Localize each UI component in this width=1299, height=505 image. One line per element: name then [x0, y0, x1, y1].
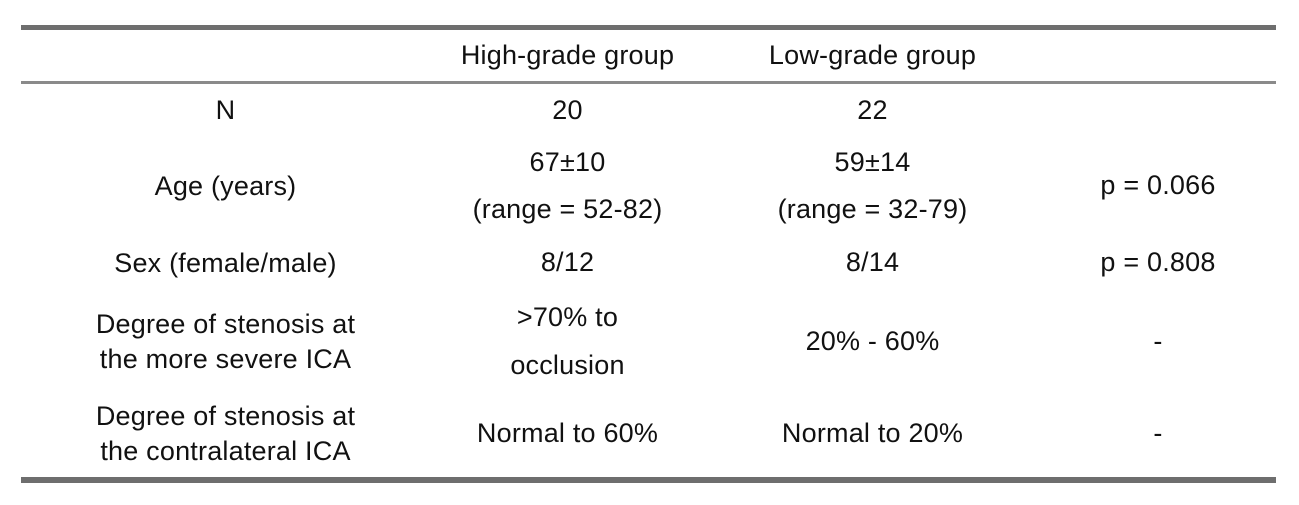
table-row-stenosis-contralateral: Degree of stenosis at the contralateral …: [21, 392, 1276, 480]
table-row-stenosis-severe: Degree of stenosis at the more severe IC…: [21, 292, 1276, 392]
table-row-sex: Sex (female/male) 8/12 8/14 p = 0.808: [21, 235, 1276, 292]
table-container: High-grade group Low-grade group N 20 22…: [21, 25, 1276, 483]
row-label: N: [215, 95, 236, 126]
cell-high-value: 20: [552, 95, 583, 126]
header-low-grade-group: Low-grade group: [768, 40, 977, 70]
header-row: High-grade group Low-grade group: [21, 28, 1276, 83]
cell-p-value: -: [1153, 418, 1163, 449]
cell-low-value: 59±14 (range = 32-79): [777, 146, 968, 224]
cell-p-value: p = 0.066: [1100, 170, 1216, 201]
cell-high-value: 8/12: [540, 247, 595, 278]
header-high-grade-group: High-grade group: [460, 40, 675, 70]
header-pvalue-cell: [1040, 28, 1276, 83]
cell-low-value: 20% - 60%: [805, 325, 940, 356]
cell-p-value: [1040, 83, 1276, 138]
header-empty-cell: [21, 28, 430, 83]
table-row-age: Age (years) 67±10 (range = 52-82) 59±14 …: [21, 138, 1276, 235]
cell-low-value: 8/14: [845, 247, 900, 278]
table-row-n: N 20 22: [21, 83, 1276, 138]
cell-low-value: Normal to 20%: [781, 418, 964, 449]
row-label: Age (years): [154, 170, 297, 201]
cell-high-value: >70% to occlusion: [510, 302, 625, 380]
patient-characteristics-table: High-grade group Low-grade group N 20 22…: [21, 25, 1276, 483]
row-label: Degree of stenosis at the more severe IC…: [95, 308, 356, 374]
cell-high-value: 67±10 (range = 52-82): [472, 146, 663, 224]
cell-high-value: Normal to 60%: [476, 418, 659, 449]
row-label: Sex (female/male): [114, 247, 337, 278]
cell-low-value: 22: [857, 95, 888, 126]
cell-p-value: p = 0.808: [1100, 247, 1216, 278]
row-label: Degree of stenosis at the contralateral …: [95, 401, 356, 466]
cell-p-value: -: [1153, 325, 1163, 356]
